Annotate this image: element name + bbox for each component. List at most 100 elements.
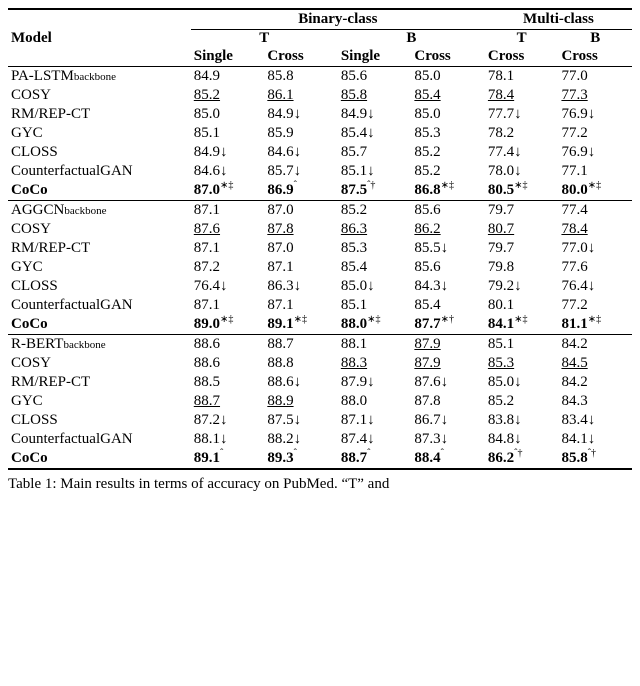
- value-cell: 84.8↓: [485, 430, 559, 449]
- value-cell: 85.0↓: [485, 373, 559, 392]
- value-cell: 89.3ˆ: [264, 449, 338, 469]
- value-cell: 77.6: [558, 258, 632, 277]
- value-cell: 76.9↓: [558, 105, 632, 124]
- value-cell: 87.1: [191, 201, 265, 221]
- model-cell: RM/REP-CT: [8, 373, 191, 392]
- model-cell: COSY: [8, 86, 191, 105]
- value-cell: 85.0: [411, 67, 485, 87]
- value-cell: 85.3: [411, 124, 485, 143]
- value-cell: 80.1: [485, 296, 559, 315]
- model-cell: R-BERTbackbone: [8, 335, 191, 355]
- value-cell: 88.7: [191, 392, 265, 411]
- header-binary-b: B: [338, 30, 485, 48]
- value-cell: 85.8ˆ†: [558, 449, 632, 469]
- value-cell: 77.2: [558, 124, 632, 143]
- value-cell: 85.2: [338, 201, 412, 221]
- value-cell: 84.9↓: [264, 105, 338, 124]
- value-cell: 88.8: [264, 354, 338, 373]
- model-cell: GYC: [8, 392, 191, 411]
- value-cell: 84.2: [558, 373, 632, 392]
- value-cell: 77.4: [558, 201, 632, 221]
- value-cell: 85.4↓: [338, 124, 412, 143]
- value-cell: 80.0∗‡: [558, 181, 632, 201]
- model-cell: CoCo: [8, 449, 191, 469]
- value-cell: 84.1∗‡: [485, 315, 559, 335]
- value-cell: 76.4↓: [191, 277, 265, 296]
- value-cell: 87.1: [264, 258, 338, 277]
- value-cell: 88.3: [338, 354, 412, 373]
- value-cell: 87.3↓: [411, 430, 485, 449]
- value-cell: 83.8↓: [485, 411, 559, 430]
- value-cell: 88.9: [264, 392, 338, 411]
- value-cell: 88.2↓: [264, 430, 338, 449]
- model-cell: CLOSS: [8, 143, 191, 162]
- model-cell: AGGCNbackbone: [8, 201, 191, 221]
- value-cell: 85.1↓: [338, 162, 412, 181]
- value-cell: 85.1: [485, 335, 559, 355]
- value-cell: 88.0∗‡: [338, 315, 412, 335]
- header-binary-t: T: [191, 30, 338, 48]
- model-cell: GYC: [8, 124, 191, 143]
- value-cell: 85.4: [338, 258, 412, 277]
- value-cell: 87.5↓: [264, 411, 338, 430]
- value-cell: 81.1∗‡: [558, 315, 632, 335]
- value-cell: 87.2: [191, 258, 265, 277]
- value-cell: 86.7↓: [411, 411, 485, 430]
- subheader-single: Single: [338, 47, 412, 67]
- value-cell: 85.2: [191, 86, 265, 105]
- value-cell: 86.3: [338, 220, 412, 239]
- value-cell: 88.6↓: [264, 373, 338, 392]
- value-cell: 87.7∗†: [411, 315, 485, 335]
- value-cell: 88.0: [338, 392, 412, 411]
- value-cell: 84.9↓: [338, 105, 412, 124]
- model-cell: CounterfactualGAN: [8, 430, 191, 449]
- value-cell: 85.3: [338, 239, 412, 258]
- value-cell: 85.4: [411, 296, 485, 315]
- value-cell: 87.1: [191, 239, 265, 258]
- value-cell: 85.0↓: [338, 277, 412, 296]
- value-cell: 85.2: [411, 143, 485, 162]
- model-cell: CLOSS: [8, 411, 191, 430]
- value-cell: 87.9: [411, 354, 485, 373]
- value-cell: 88.4ˆ: [411, 449, 485, 469]
- value-cell: 77.0↓: [558, 239, 632, 258]
- value-cell: 85.0: [191, 105, 265, 124]
- header-model: Model: [8, 9, 191, 67]
- results-table: Model Binary-class Multi-class T B T B S…: [8, 8, 632, 470]
- value-cell: 77.2: [558, 296, 632, 315]
- value-cell: 87.9: [411, 335, 485, 355]
- value-cell: 87.1↓: [338, 411, 412, 430]
- model-cell: RM/REP-CT: [8, 105, 191, 124]
- value-cell: 87.0: [264, 239, 338, 258]
- model-cell: CoCo: [8, 315, 191, 335]
- value-cell: 78.2: [485, 124, 559, 143]
- value-cell: 85.0: [411, 105, 485, 124]
- value-cell: 79.7: [485, 201, 559, 221]
- value-cell: 79.2↓: [485, 277, 559, 296]
- header-binary: Binary-class: [191, 9, 485, 30]
- value-cell: 78.4: [558, 220, 632, 239]
- value-cell: 87.2↓: [191, 411, 265, 430]
- value-cell: 85.7↓: [264, 162, 338, 181]
- value-cell: 77.4↓: [485, 143, 559, 162]
- value-cell: 80.7: [485, 220, 559, 239]
- value-cell: 89.1ˆ: [191, 449, 265, 469]
- value-cell: 84.1↓: [558, 430, 632, 449]
- value-cell: 77.1: [558, 162, 632, 181]
- value-cell: 87.6↓: [411, 373, 485, 392]
- subheader-cross: Cross: [264, 47, 338, 67]
- value-cell: 87.8: [411, 392, 485, 411]
- value-cell: 84.3↓: [411, 277, 485, 296]
- header-multi: Multi-class: [485, 9, 632, 30]
- value-cell: 85.3: [485, 354, 559, 373]
- subheader-single: Single: [191, 47, 265, 67]
- model-cell: CLOSS: [8, 277, 191, 296]
- value-cell: 88.7ˆ: [338, 449, 412, 469]
- model-cell: GYC: [8, 258, 191, 277]
- header-multi-b: B: [558, 30, 632, 48]
- value-cell: 88.6: [191, 335, 265, 355]
- value-cell: 85.6: [411, 258, 485, 277]
- value-cell: 78.0↓: [485, 162, 559, 181]
- value-cell: 77.3: [558, 86, 632, 105]
- value-cell: 85.1: [338, 296, 412, 315]
